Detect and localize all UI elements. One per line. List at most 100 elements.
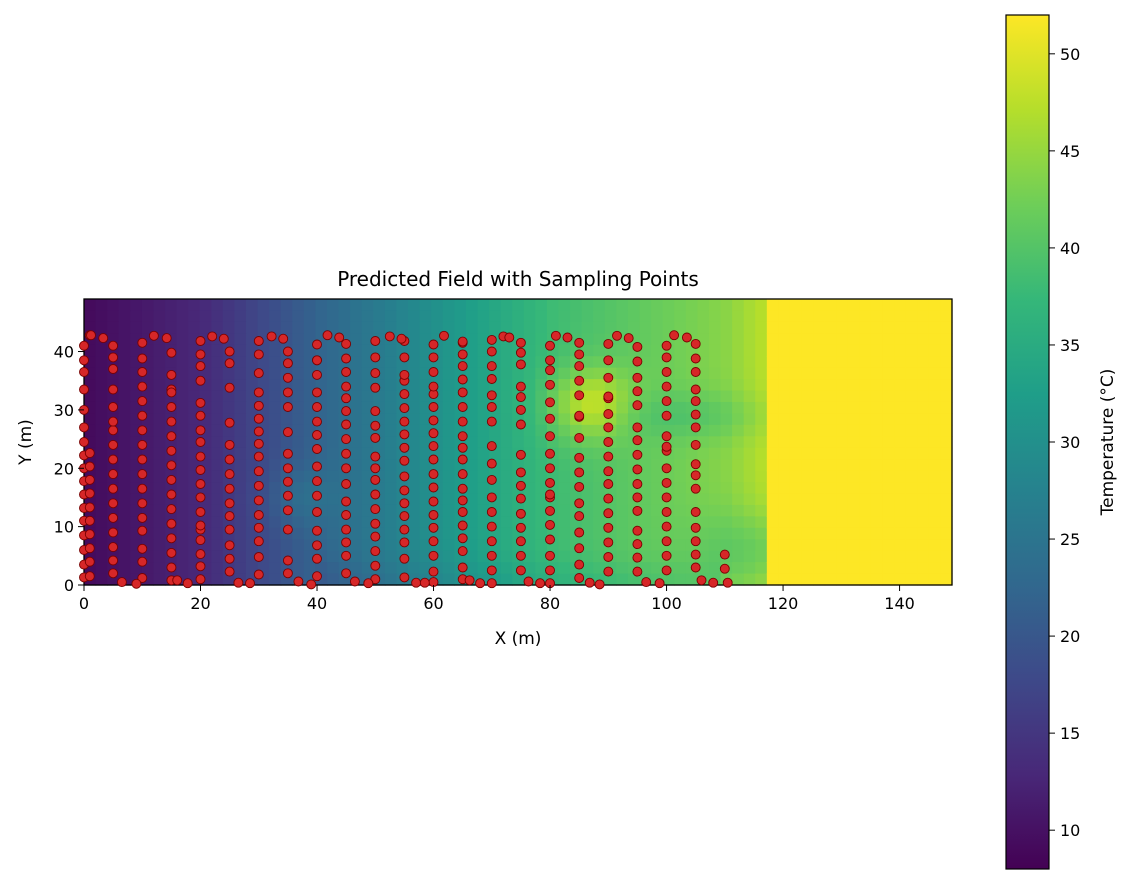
heatmap-cell [489, 299, 502, 312]
heatmap-cell [211, 390, 224, 403]
heatmap-cell [477, 550, 490, 563]
heatmap-cell [905, 344, 918, 357]
heatmap-cell [477, 493, 490, 506]
heatmap-cell [153, 413, 166, 426]
heatmap-cell [743, 299, 756, 312]
heatmap-cell [847, 550, 861, 563]
heatmap-cell [708, 470, 722, 483]
sampling-point [224, 524, 235, 535]
heatmap-cell [338, 310, 351, 323]
heatmap-cell [234, 493, 247, 506]
heatmap-cell [153, 504, 166, 517]
heatmap-cell [697, 401, 710, 414]
heatmap-cell [859, 413, 872, 426]
heatmap-cell [535, 379, 548, 392]
heatmap-cell [928, 573, 942, 586]
heatmap-cell [581, 310, 594, 323]
heatmap-cell [176, 413, 189, 426]
heatmap-cell [905, 573, 918, 586]
heatmap-cell [685, 447, 698, 460]
heatmap-cell [708, 344, 722, 357]
heatmap-cell [581, 401, 594, 414]
sampling-point [515, 337, 526, 348]
heatmap-cell [928, 344, 942, 357]
heatmap-cell [755, 539, 768, 552]
heatmap-cell [593, 482, 606, 495]
sampling-point [282, 427, 293, 438]
heatmap-cell [859, 447, 872, 460]
heatmap-cell [153, 424, 166, 437]
heatmap-cell [940, 356, 953, 369]
heatmap-cell [95, 447, 108, 460]
colorbar-tick-label: 35 [1060, 336, 1080, 355]
heatmap-cell [327, 482, 340, 495]
sampling-point [603, 552, 614, 562]
heatmap-cell [350, 470, 363, 483]
heatmap-cell [755, 573, 768, 586]
heatmap-cell [477, 482, 490, 495]
sampling-point [574, 361, 585, 372]
heatmap-cell [269, 539, 282, 552]
sampling-point [457, 507, 468, 517]
heatmap-cell [674, 401, 687, 414]
heatmap-cell [674, 436, 687, 449]
sampling-point [166, 416, 177, 427]
heatmap-cell [442, 424, 455, 437]
heatmap-cell [813, 573, 826, 586]
sampling-point [224, 553, 235, 564]
heatmap-cell [882, 482, 895, 495]
heatmap-cell [697, 344, 710, 357]
heatmap-cell [350, 493, 363, 506]
sampling-point [293, 576, 304, 587]
heatmap-cell [708, 482, 722, 495]
heatmap-cell [558, 539, 571, 552]
heatmap-cell [350, 482, 363, 495]
heatmap-cell [928, 504, 942, 517]
heatmap-cell [697, 321, 710, 334]
heatmap-cell [778, 550, 791, 563]
heatmap-cell [755, 413, 768, 426]
heatmap-cell [743, 413, 756, 426]
heatmap-cell [836, 550, 849, 563]
heatmap-cell [732, 550, 745, 563]
heatmap-cell [847, 470, 861, 483]
heatmap-cell [882, 470, 895, 483]
heatmap-cell [269, 436, 282, 449]
sampling-point [278, 333, 289, 344]
heatmap-cell [176, 390, 189, 403]
sampling-point [690, 562, 701, 573]
heatmap-cell [870, 367, 884, 380]
heatmap-cell [95, 310, 108, 323]
heatmap-cell [616, 356, 629, 369]
heatmap-cell [940, 424, 953, 437]
heatmap-cell [535, 447, 548, 460]
heatmap-cell [153, 436, 166, 449]
sampling-point [182, 578, 193, 589]
heatmap-cell [176, 356, 189, 369]
sampling-point [457, 546, 468, 557]
heatmap-cell [766, 299, 779, 312]
heatmap-cell [928, 321, 942, 334]
sampling-point [166, 402, 177, 412]
heatmap-cell [870, 539, 884, 552]
heatmap-cell [581, 550, 594, 563]
heatmap-cell [477, 333, 490, 346]
heatmap-cell [801, 436, 814, 449]
sampling-point [363, 578, 374, 589]
heatmap-cell [581, 459, 594, 472]
heatmap-cell [292, 367, 305, 380]
heatmap-cell [627, 573, 641, 586]
heatmap-cell [431, 299, 444, 312]
heatmap-cell [95, 482, 108, 495]
heatmap-cell [303, 539, 317, 552]
heatmap-cell [176, 539, 189, 552]
heatmap-cell [153, 356, 166, 369]
heatmap-cell [859, 573, 872, 586]
sampling-point [690, 522, 701, 533]
heatmap-cell [396, 310, 409, 323]
heatmap-cell [940, 436, 953, 449]
heatmap-cell [234, 401, 247, 414]
heatmap-cell [153, 321, 166, 334]
heatmap-cell [870, 562, 884, 575]
